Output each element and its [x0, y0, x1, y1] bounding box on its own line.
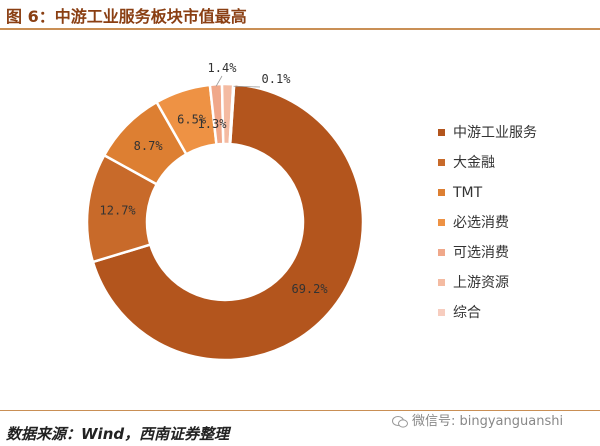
legend-label: 综合: [453, 305, 481, 321]
slice-label-6: 1.3%: [198, 117, 228, 131]
legend-label: 中游工业服务: [453, 125, 537, 141]
slice-label-4: 6.5%: [177, 112, 207, 126]
leader-line-7: [233, 85, 261, 88]
legend-swatch: [438, 188, 445, 196]
wechat-icon: [392, 415, 408, 428]
legend-label: 大金融: [453, 155, 495, 171]
donut-slices: [85, 82, 365, 362]
legend-swatch: [438, 278, 445, 286]
slice-label-5: 1.4%: [208, 61, 238, 75]
slice-label-3: 8.7%: [134, 139, 164, 153]
legend-item-3: TMT: [438, 178, 537, 208]
slice-label-1: 69.2%: [291, 282, 328, 296]
legend-item-6: 上游资源: [438, 268, 537, 298]
legend-item-4: 必选消费: [438, 208, 537, 238]
source-note: 数据来源：Wind，西南证券整理: [6, 425, 230, 443]
leader-line-5: [215, 75, 223, 87]
watermark-text: 微信号: bingyanguanshi: [412, 414, 564, 429]
legend-label: TMT: [453, 185, 483, 201]
legend-swatch: [438, 218, 445, 226]
legend-swatch: [438, 308, 445, 316]
title-divider: [0, 28, 600, 30]
slice-labels: 69.2% 12.7% 8.7% 6.5% 1.4% 1.3% 0.1%: [100, 61, 329, 296]
legend-label: 必选消费: [453, 215, 509, 231]
legend-swatch: [438, 248, 445, 256]
chart-legend: 中游工业服务 大金融 TMT 必选消费可选消费上游资源综合: [438, 118, 537, 328]
label-leader-lines: [215, 75, 261, 88]
legend-swatch: [438, 128, 445, 136]
legend-item-7: 综合: [438, 298, 537, 328]
footer-divider: [0, 410, 600, 411]
donut-chart: 69.2% 12.7% 8.7% 6.5% 1.4% 1.3% 0.1%: [85, 61, 365, 362]
legend-label: 上游资源: [453, 275, 509, 291]
legend-swatch: [438, 158, 445, 166]
slice-label-2: 12.7%: [100, 204, 137, 218]
watermark: 微信号: bingyanguanshi: [392, 410, 563, 429]
legend-item-1: 中游工业服务: [438, 118, 537, 148]
legend-item-5: 可选消费: [438, 238, 537, 268]
legend-item-2: 大金融: [438, 148, 537, 178]
chart-title: 图 6：中游工业服务板块市值最高: [6, 7, 247, 26]
legend-label: 可选消费: [453, 245, 509, 261]
slice-7: [228, 82, 236, 146]
slice-1: [91, 82, 365, 362]
slice-label-7: 0.1%: [262, 72, 292, 86]
